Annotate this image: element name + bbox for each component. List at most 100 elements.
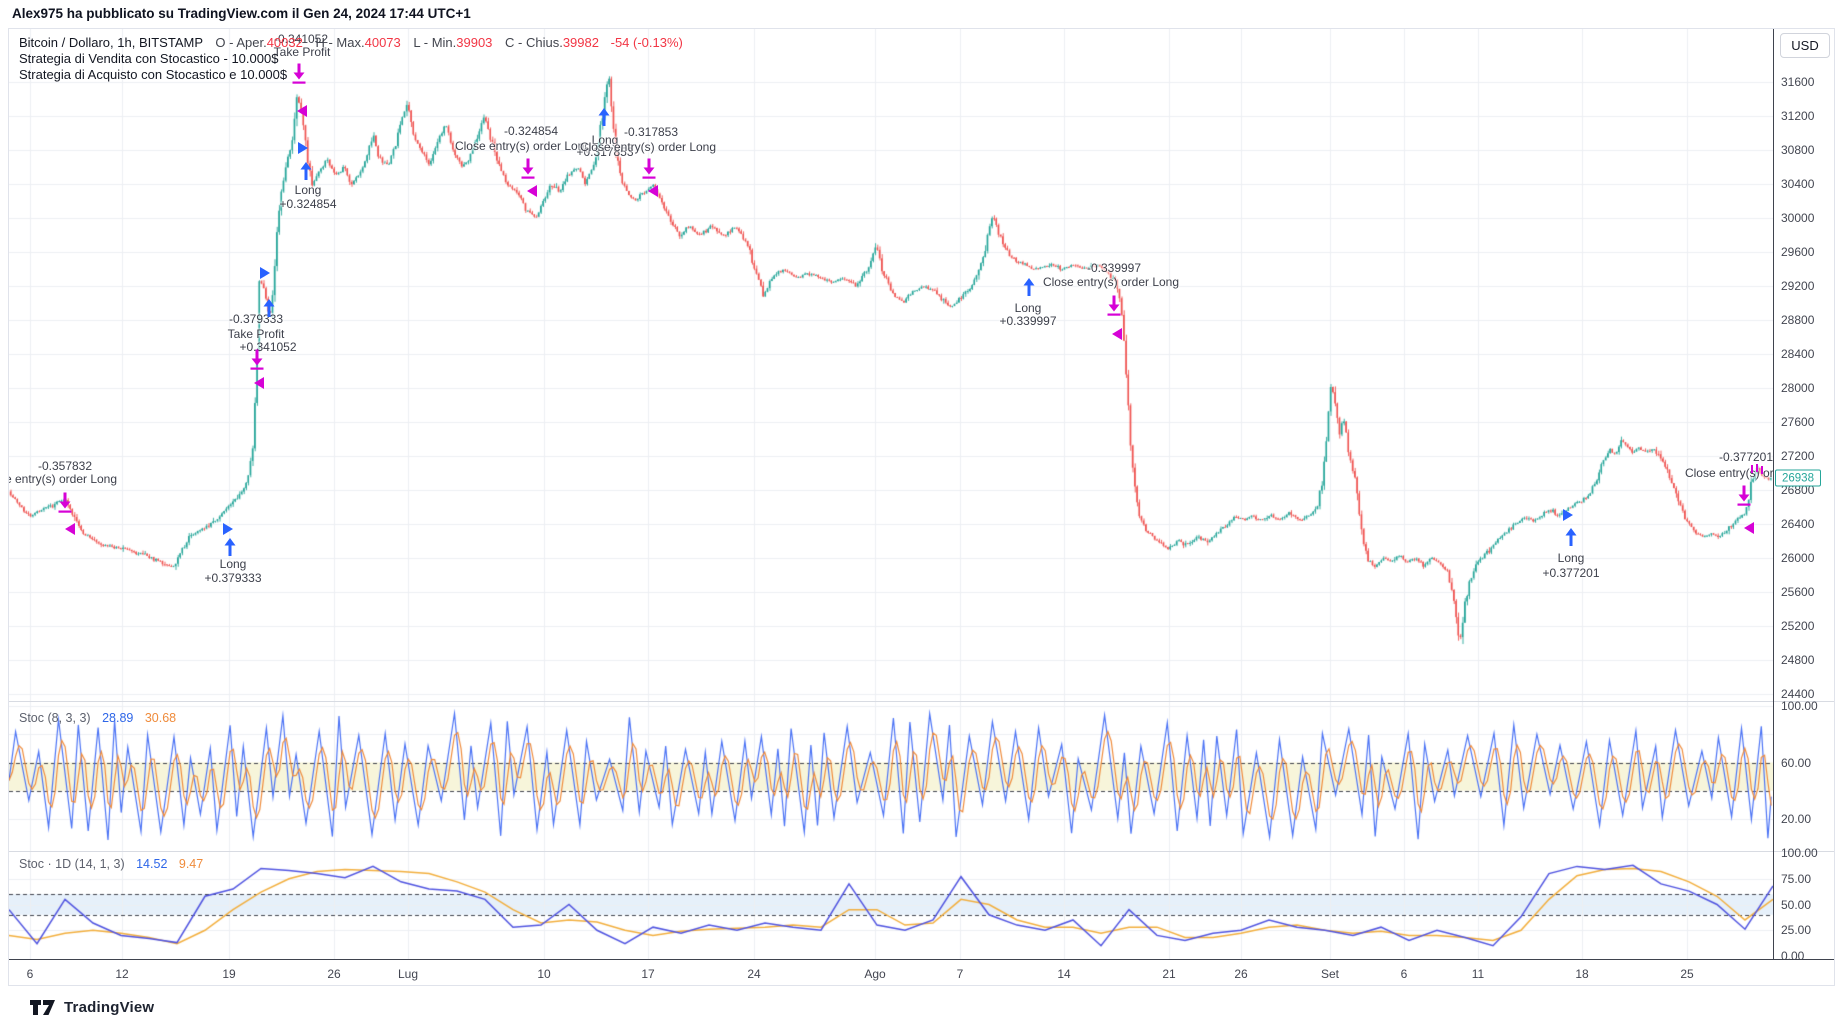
strategy-sell-row[interactable]: Strategia di Vendita con Stocastico - 10… [19,51,279,66]
price-tick-label: 29600 [1781,245,1815,260]
exit-triangle-icon [65,523,75,535]
price-tick-label: 30800 [1781,143,1815,158]
stochastic-daily-d-value: 9.47 [178,857,204,871]
time-tick-label: 25 [1680,967,1694,981]
last-price-tag: 26938 [1775,469,1821,487]
price-tick-label: 27200 [1781,449,1815,464]
trade-label: Close entry(s) order Long [454,139,592,153]
time-tick-label: 12 [115,967,129,981]
stoch-fast-tick-label: 20.00 [1781,812,1812,826]
tradingview-logo-icon [30,1000,55,1015]
trade-label: -0.357832 [37,459,93,473]
currency-toggle-button[interactable]: USD [1780,33,1830,58]
time-tick-label: 10 [537,967,551,981]
trade-label: Long [591,133,619,147]
time-tick-label: Ago [864,967,886,981]
take-profit-arrow-icon [250,349,264,371]
long-entry-arrow-icon [299,162,313,180]
take-profit-arrow-icon [642,158,656,180]
time-tick-label: 17 [641,967,655,981]
stochastic-fast-k-value: 28.89 [102,711,134,725]
exit-triangle-icon [297,105,307,117]
trade-label: +0.341052 [239,340,297,354]
stoch-daily-tick-label: 75.00 [1781,871,1812,886]
trade-label: +0.379333 [204,571,262,585]
long-entry-arrow-icon [1022,278,1036,296]
publish-header: Alex975 ha pubblicato su TradingView.com… [12,6,471,21]
low-label: L - Min. [413,35,457,50]
trade-label: -0.339997 [1086,261,1142,275]
trade-label: -0.324854 [503,124,559,138]
time-tick-label: Lug [397,967,419,981]
time-tick-label: 26 [327,967,341,981]
chart-legend[interactable]: Bitcoin / Dollaro, 1h, BITSTAMP O - Aper… [19,35,683,83]
time-tick-label: Set [1320,967,1340,981]
trade-label: Long [219,557,247,571]
price-tick-label: 28800 [1781,313,1815,328]
open-value: 40032 [266,35,303,50]
trade-label: Close entry(s) order Long [1684,466,1773,480]
time-tick-label: 11 [1471,967,1485,981]
time-tick-label: 21 [1162,967,1176,981]
price-tick-label: 26000 [1781,551,1815,566]
stochastic-fast-legend[interactable]: Stoc (8, 3, 3) 28.89 30.68 [19,711,176,725]
symbol-legend-row: Bitcoin / Dollaro, 1h, BITSTAMP O - Aper… [19,35,683,51]
trade-label: +0.324854 [279,197,337,211]
time-axis-border [9,959,1834,960]
stoch-daily-tick-label: 100.00 [1781,846,1818,860]
exit-triangle-icon [1112,328,1122,340]
time-tick-label: 14 [1057,967,1071,981]
high-value: 40073 [364,35,401,50]
low-value: 39903 [456,35,493,50]
time-tick-label: 6 [1400,967,1408,981]
long-entry-arrow-icon [223,538,237,556]
trade-label: +0.317853 [576,145,634,159]
stochastic-fast-params: (8, 3, 3) [47,711,91,725]
entry-triangle-icon [1563,509,1573,521]
entry-triangle-icon [298,142,308,154]
pane-separator[interactable] [9,851,1834,852]
price-tick-label: 30000 [1781,211,1815,226]
tradingview-attribution[interactable]: TradingView [30,999,154,1016]
long-entry-arrow-icon [597,108,611,126]
price-tick-label: 25200 [1781,619,1815,634]
price-pane-canvas[interactable] [9,29,1773,701]
close-label: C - Chius. [505,35,563,50]
trade-label: Take Profit [273,45,331,59]
trade-label: Long [1557,551,1585,565]
trade-label: Close entry(s) order Long [9,472,118,486]
stochastic-daily-pane-canvas[interactable] [9,851,1773,959]
take-profit-arrow-icon [292,63,306,85]
trade-label: Take Profit [227,327,285,341]
stochastic-daily-legend[interactable]: Stoc · 1D (14, 1, 3) 14.52 9.47 [19,857,203,871]
time-tick-label: 7 [956,967,964,981]
pane-separator[interactable] [9,701,1834,702]
trade-label: Close entry(s) order Long [579,140,717,154]
tradingview-brand-text: TradingView [64,999,155,1016]
stoch-fast-tick-label: 100.00 [1781,699,1818,713]
close-value: 39982 [562,35,599,50]
chart-frame: -0.357832Close entry(s) order LongLong+0… [8,28,1835,986]
entry-triangle-icon [223,523,233,535]
exit-triangle-icon [648,185,658,197]
stochastic-daily-params: (14, 1, 3) [74,857,125,871]
stoch-fast-tick-label: 60.00 [1781,755,1812,770]
trade-label: -0.377201 [1718,450,1773,464]
entry-triangle-icon [260,267,270,279]
trade-label: Long [294,183,322,197]
trade-label: +0.377201 [1542,566,1600,580]
trade-label: -0.341052 [273,32,329,46]
stoch-daily-tick-label: 50.00 [1781,897,1812,912]
stochastic-fast-pane-canvas[interactable] [9,701,1773,851]
price-axis-border [1773,29,1774,959]
strategy-buy-row[interactable]: Strategia di Acquisto con Stocastico e 1… [19,67,288,82]
time-tick-label: 6 [26,967,34,981]
price-tick-label: 28000 [1781,381,1815,396]
trade-markers-layer: -0.357832Close entry(s) order LongLong+0… [9,29,1773,959]
time-tick-label: 24 [747,967,761,981]
trade-label: -0.317853 [623,125,679,139]
price-tick-label: 31600 [1781,75,1815,89]
open-label: O - Aper. [215,35,267,50]
take-profit-arrow-icon [1737,485,1751,507]
stoch-daily-tick-label: 25.00 [1781,923,1812,938]
